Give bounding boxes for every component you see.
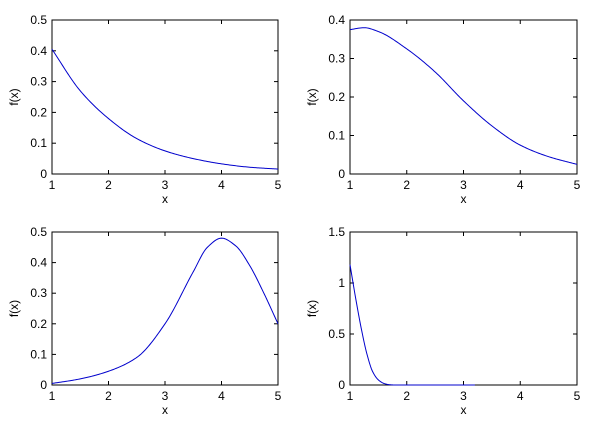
subplot-3: 1 2 3 4 5 0 0.1 0.2 0.3 0.4 0.5 x f(x) — [7, 225, 282, 417]
x-axis-label: x — [461, 192, 467, 206]
x-tick-label: 2 — [105, 178, 112, 192]
axes-frame — [349, 19, 578, 175]
y-tick-label: 0.3 — [30, 75, 47, 89]
y-axis-label: f(x) — [305, 300, 319, 317]
x-axis-label: x — [461, 403, 467, 416]
y-axis-label: f(x) — [7, 88, 21, 105]
subplot-1: 1 2 3 4 5 0 0.1 0.2 0.3 0.4 0.5 x f(x) — [7, 13, 282, 206]
y-tick-label: 0.2 — [328, 90, 345, 104]
y-tick-label: 0.5 — [30, 13, 47, 27]
series-line-1 — [51, 237, 279, 384]
series-line-1 — [51, 48, 279, 170]
y-axis-label: f(x) — [7, 300, 21, 317]
series-line-1 — [349, 27, 578, 165]
x-tick-label: 3 — [162, 389, 169, 403]
x-tick-label: 1 — [49, 178, 56, 192]
y-tick-label: 0.4 — [328, 13, 345, 27]
axes-frame — [51, 19, 279, 175]
y-tick-label: 0.4 — [30, 256, 47, 270]
x-tick-label: 2 — [105, 389, 112, 403]
y-tick-label: 1.5 — [328, 225, 345, 239]
x-axis-label: x — [162, 403, 168, 416]
y-tick-label: 0.5 — [30, 225, 47, 239]
y-tick-label: 0.4 — [30, 44, 47, 58]
x-tick-label: 1 — [347, 389, 354, 403]
x-tick-label: 4 — [218, 178, 225, 192]
x-tick-label: 2 — [403, 178, 410, 192]
axes-frame — [51, 231, 279, 386]
y-tick-label: 0 — [40, 167, 47, 181]
y-tick-label: 0.5 — [328, 327, 345, 341]
y-tick-label: 0.1 — [328, 129, 345, 143]
series-line-1 — [349, 264, 475, 386]
y-tick-label: 1 — [338, 276, 345, 290]
axes-frame — [349, 231, 578, 386]
x-tick-label: 4 — [517, 389, 524, 403]
x-tick-label: 5 — [574, 389, 581, 403]
y-axis-label: f(x) — [305, 88, 319, 105]
x-tick-label: 5 — [275, 178, 282, 192]
x-tick-label: 3 — [162, 178, 169, 192]
y-tick-label: 0.2 — [30, 317, 47, 331]
subplot-4: 1 2 3 4 5 0 0.5 1 1.5 x f(x) — [305, 225, 581, 417]
y-tick-label: 0.3 — [328, 52, 345, 66]
y-tick-label: 0.1 — [30, 136, 47, 150]
x-tick-label: 5 — [275, 389, 282, 403]
x-tick-label: 3 — [460, 389, 467, 403]
x-tick-label: 1 — [49, 389, 56, 403]
x-tick-label: 4 — [517, 178, 524, 192]
x-tick-label: 4 — [218, 389, 225, 403]
y-tick-label: 0 — [338, 167, 345, 181]
y-tick-label: 0 — [338, 378, 345, 392]
x-axis-label: x — [162, 192, 168, 206]
x-tick-label: 2 — [403, 389, 410, 403]
y-tick-label: 0 — [40, 378, 47, 392]
x-tick-label: 5 — [574, 178, 581, 192]
subplot-2: 1 2 3 4 5 0 0.1 0.2 0.3 0.4 x f(x) — [305, 13, 581, 206]
y-tick-label: 0.1 — [30, 347, 47, 361]
x-tick-label: 1 — [347, 178, 354, 192]
y-tick-label: 0.3 — [30, 286, 47, 300]
x-tick-label: 3 — [460, 178, 467, 192]
y-tick-label: 0.2 — [30, 105, 47, 119]
